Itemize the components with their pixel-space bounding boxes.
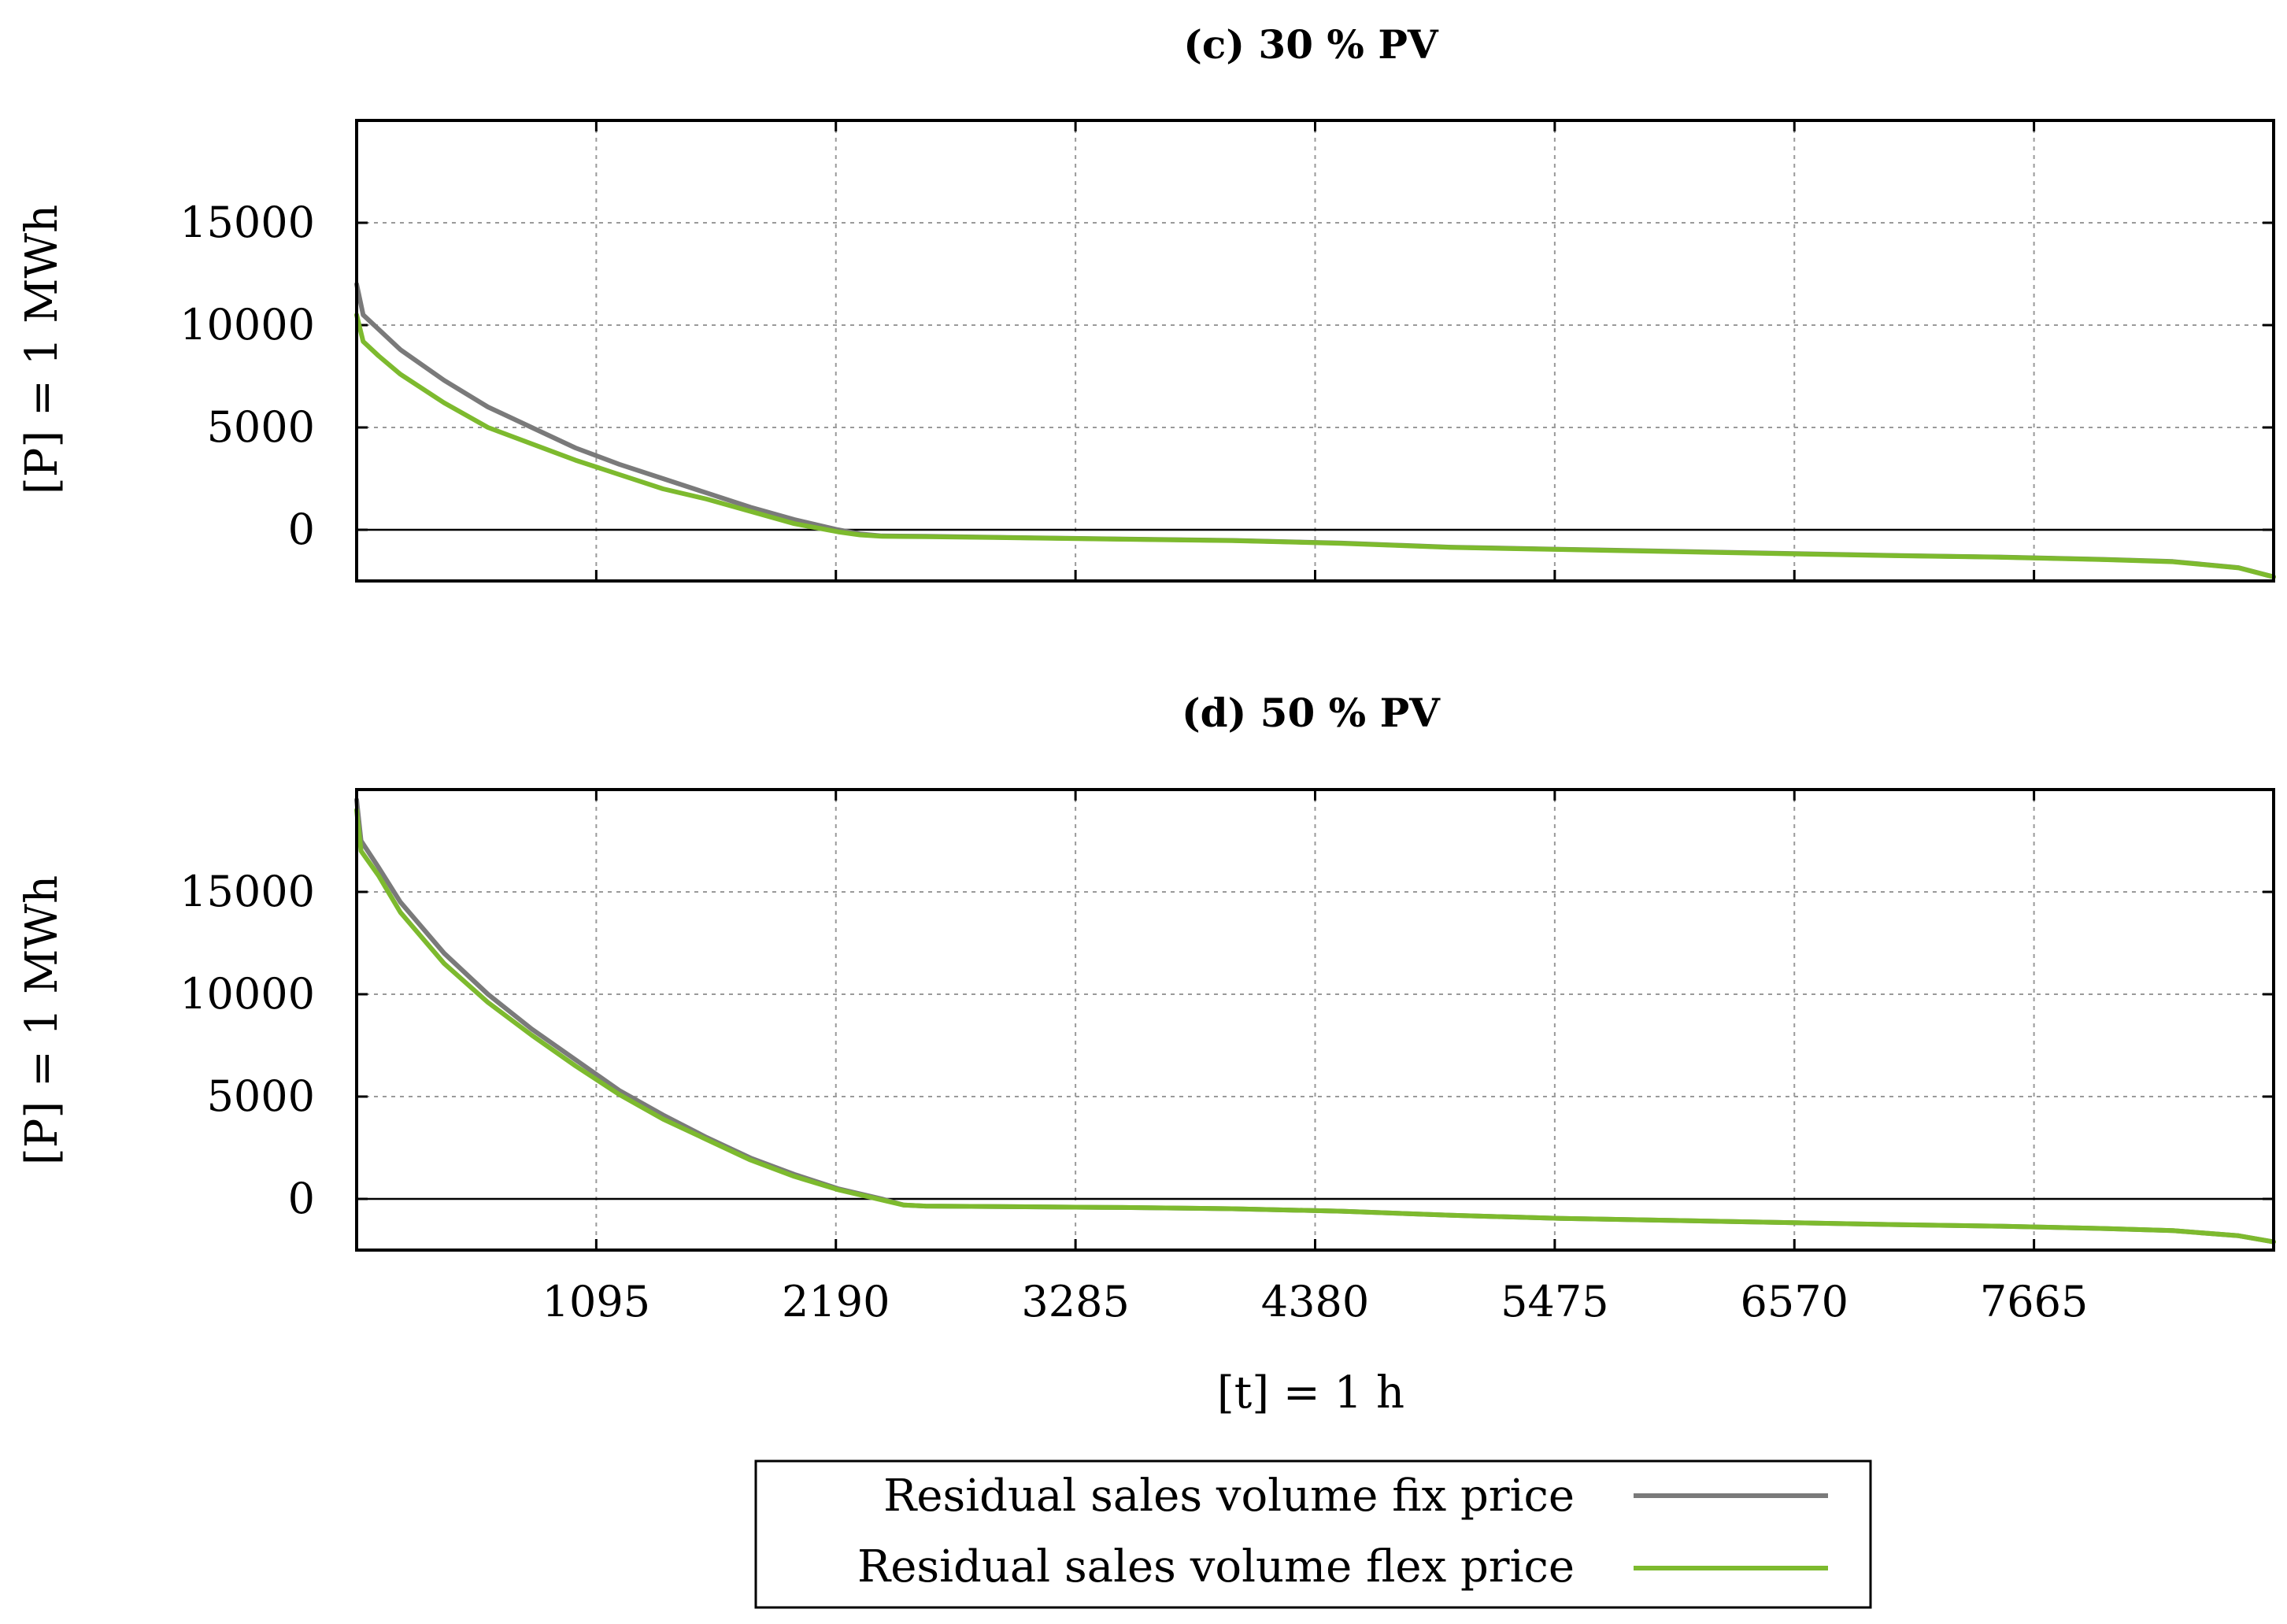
y-tick-label: 10000 [179, 300, 315, 350]
chart-panel-d: (d) 50 % PV [P] = 1 MWh 050001000015000 … [17, 690, 2276, 1419]
y-axis-label-c: [P] = 1 MWh [17, 205, 68, 494]
ticks-d [357, 790, 2274, 1250]
x-tick-label: 4380 [1261, 1277, 1369, 1326]
x-axis-label: [t] = 1 h [1217, 1367, 1404, 1419]
y-tick-label: 5000 [207, 402, 315, 452]
legend-label-fix-price: Residual sales volume fix price [883, 1470, 1575, 1522]
x-tick-label: 5475 [1501, 1277, 1608, 1326]
y-tick-labels-c: 0 5000 10000 15000 [179, 198, 315, 554]
series-line-fix-price [354, 797, 2276, 1245]
series-line-flex-price [354, 313, 2276, 579]
ticks-c [357, 120, 2274, 581]
plot-frame-d [355, 788, 2275, 1252]
y-tick-label: 10000 [179, 969, 315, 1019]
chart-title-c: (c) 30 % PV [1183, 21, 1439, 68]
y-tick-label: 5000 [207, 1071, 315, 1121]
y-tick-label: 15000 [179, 867, 315, 916]
series-group-d [354, 797, 2276, 1245]
y-tick-label: 15000 [179, 198, 315, 247]
y-tick-labels-d: 0 5000 10000 15000 [179, 867, 315, 1223]
x-tick-label: 3285 [1021, 1277, 1129, 1326]
legend: Residual sales volume fix price Residual… [754, 1459, 1872, 1609]
y-tick-label: 0 [288, 1174, 315, 1223]
chart-panel-c: (c) 30 % PV [P] = 1 MWh 0 5000 10000 15000 [17, 21, 2276, 583]
x-tick-labels-d: 1095 2190 3285 4380 5475 6570 7665 [542, 1277, 2089, 1326]
legend-box [754, 1459, 1872, 1609]
grid-c [357, 120, 2274, 581]
series-line-flex-price [354, 808, 2276, 1245]
legend-label-flex-price: Residual sales volume flex price [857, 1541, 1575, 1593]
y-tick-label: 0 [288, 505, 315, 554]
x-tick-label: 1095 [542, 1277, 650, 1326]
series-group-c [354, 282, 2276, 579]
plot-frame-c [355, 119, 2275, 583]
x-tick-label: 6570 [1741, 1277, 1848, 1326]
x-tick-label: 7665 [1980, 1277, 2088, 1326]
series-line-fix-price [354, 282, 2276, 579]
x-tick-label: 2190 [782, 1277, 890, 1326]
chart-title-d: (d) 50 % PV [1182, 690, 1441, 736]
y-axis-label-d: [P] = 1 MWh [17, 875, 68, 1165]
grid-d [357, 790, 2274, 1250]
